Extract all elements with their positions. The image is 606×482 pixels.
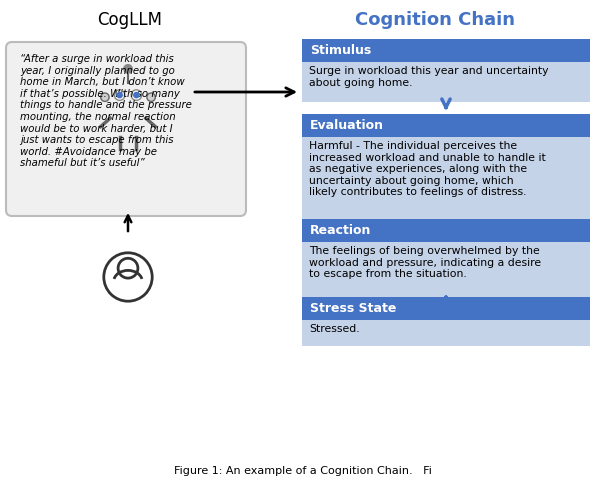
Bar bbox=[302, 39, 590, 62]
Bar bbox=[302, 114, 590, 137]
Text: Stress State: Stress State bbox=[310, 302, 396, 315]
Bar bbox=[302, 219, 590, 300]
Circle shape bbox=[134, 93, 139, 98]
Text: The feelings of being overwhelmed by the
workload and pressure, indicating a des: The feelings of being overwhelmed by the… bbox=[309, 246, 541, 279]
Circle shape bbox=[115, 90, 125, 100]
Circle shape bbox=[124, 65, 132, 73]
Text: Stimulus: Stimulus bbox=[310, 44, 371, 57]
Text: Reaction: Reaction bbox=[310, 224, 371, 237]
Circle shape bbox=[131, 90, 142, 100]
FancyBboxPatch shape bbox=[6, 42, 246, 216]
FancyBboxPatch shape bbox=[108, 108, 148, 139]
Bar bbox=[302, 219, 590, 242]
Circle shape bbox=[101, 93, 109, 101]
Text: Evaluation: Evaluation bbox=[310, 119, 384, 132]
Circle shape bbox=[117, 93, 122, 98]
Bar bbox=[302, 114, 590, 219]
FancyBboxPatch shape bbox=[116, 117, 139, 134]
Bar bbox=[302, 297, 590, 320]
Text: Stressed.: Stressed. bbox=[309, 324, 359, 334]
Circle shape bbox=[147, 93, 155, 101]
Text: Cognition Chain: Cognition Chain bbox=[355, 11, 515, 29]
Text: Figure 1: An example of a Cognition Chain.   Fi: Figure 1: An example of a Cognition Chai… bbox=[174, 466, 432, 476]
Bar bbox=[302, 39, 590, 102]
Text: Surge in workload this year and uncertainty
about going home.: Surge in workload this year and uncertai… bbox=[309, 66, 548, 88]
FancyBboxPatch shape bbox=[104, 80, 152, 113]
FancyBboxPatch shape bbox=[113, 146, 127, 152]
Text: “After a surge in workload this
year, I originally planned to go
home in March, : “After a surge in workload this year, I … bbox=[20, 54, 192, 168]
Text: CogLLM: CogLLM bbox=[98, 11, 162, 29]
Bar bbox=[302, 297, 590, 346]
Text: Harmful - The individual perceives the
increased workload and unable to handle i: Harmful - The individual perceives the i… bbox=[309, 141, 546, 198]
FancyBboxPatch shape bbox=[130, 146, 143, 152]
